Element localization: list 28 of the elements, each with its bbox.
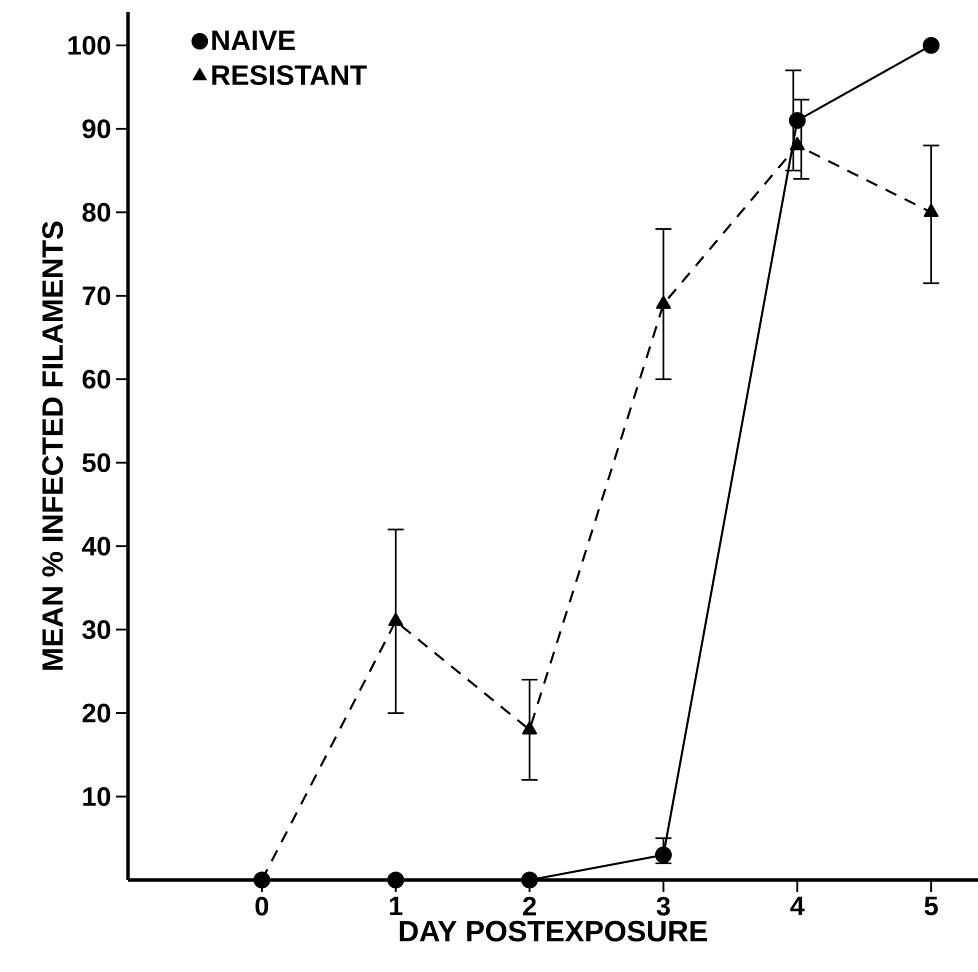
y-tick-label: 50 xyxy=(82,453,110,472)
point xyxy=(655,846,672,864)
x-tick-label: 4 xyxy=(790,896,805,916)
point xyxy=(790,137,805,150)
y-axis-title: MEAN % INFECTED FILAMENTS xyxy=(42,221,63,670)
x-tick-label: 0 xyxy=(255,896,268,916)
y-tick-label: 60 xyxy=(82,370,110,389)
x-axis-title: DAY POSTEXPOSURE xyxy=(400,920,707,942)
y-tick-label: 30 xyxy=(82,620,110,640)
point xyxy=(656,296,671,309)
y-tick-label: 40 xyxy=(82,536,110,556)
point xyxy=(387,872,404,888)
point xyxy=(522,721,537,735)
y-tick-label: 10 xyxy=(83,787,110,806)
point xyxy=(521,872,538,888)
y-tick-label: 90 xyxy=(82,119,110,138)
y-tick-label: 20 xyxy=(82,704,110,723)
y-tick-label: 80 xyxy=(82,202,110,222)
x-tick-label: 2 xyxy=(523,896,536,916)
x-tick-label: 5 xyxy=(924,896,938,916)
y-tick-label: 70 xyxy=(82,286,110,306)
y-tick-label: 100 xyxy=(68,36,110,55)
x-tick-label: 1 xyxy=(390,896,402,916)
point xyxy=(924,204,939,218)
legend-label: NAIVE xyxy=(212,30,295,50)
point xyxy=(388,612,404,626)
x-tick-label: 3 xyxy=(656,896,670,916)
legend-label: RESISTANT xyxy=(212,65,367,86)
